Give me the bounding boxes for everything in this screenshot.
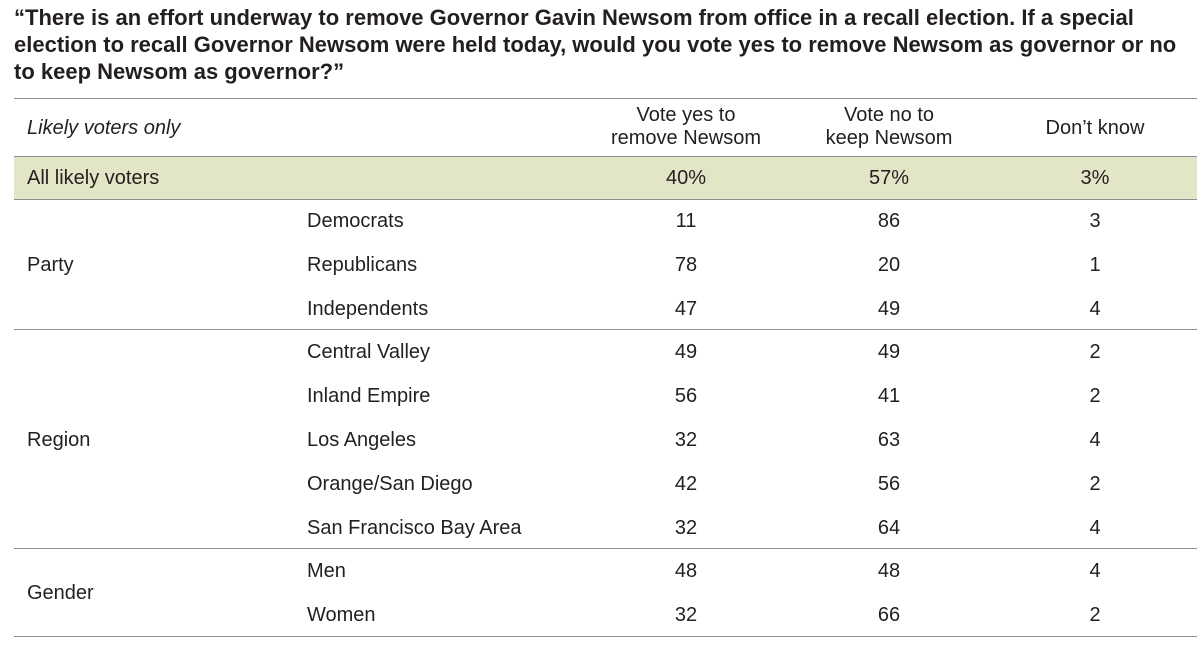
row-label: Women <box>307 604 376 627</box>
column-header-no: Vote no to keep Newsom <box>799 104 979 150</box>
cell-no: 41 <box>877 385 901 408</box>
cell-no: 49 <box>877 341 901 364</box>
cell-dont-know: 2 <box>1089 472 1101 495</box>
cell-dont-know: 1 <box>1089 253 1101 276</box>
cell-yes: 32 <box>674 604 698 627</box>
row-label: Independents <box>307 297 429 320</box>
population-label: Likely voters only <box>27 117 181 139</box>
group-divider <box>14 329 1197 331</box>
header-top-rule <box>14 98 1197 99</box>
row-label: Orange/San Diego <box>307 472 473 495</box>
cell-yes: 56 <box>674 385 698 408</box>
group-label: Gender <box>27 582 94 605</box>
cell-yes: 78 <box>674 253 698 276</box>
column-header-yes-line1: Vote yes to <box>636 104 736 126</box>
group-label: Party <box>27 253 74 276</box>
row-label: Men <box>307 560 346 583</box>
cell-yes: 47 <box>674 297 698 320</box>
row-label: Los Angeles <box>307 429 416 451</box>
row-label: Inland Empire <box>307 385 431 408</box>
row-label: Republicans <box>307 253 418 276</box>
cell-yes: 32 <box>674 429 698 451</box>
cell-dont-know: 2 <box>1089 604 1101 627</box>
column-header-dont-know-line1: Don’t know <box>1045 117 1145 139</box>
group-label: Region <box>27 429 91 451</box>
cell-yes: 32 <box>674 516 698 539</box>
row-label: Central Valley <box>307 341 431 364</box>
column-header-dont-know: Don’t know <box>1005 117 1185 140</box>
cell-no: 20 <box>877 253 901 276</box>
cell-dont-know: 4 <box>1089 429 1101 451</box>
group-divider <box>14 548 1197 550</box>
column-header-yes-line2: remove Newsom <box>610 127 762 149</box>
total-dont-know-value: 3% <box>1080 167 1110 189</box>
cell-no: 63 <box>877 429 901 451</box>
cell-dont-know: 4 <box>1089 297 1101 320</box>
row-label: San Francisco Bay Area <box>307 516 522 539</box>
column-header-no-line1: Vote no to <box>843 104 935 126</box>
cell-yes: 49 <box>674 341 698 364</box>
cell-yes: 48 <box>674 560 698 583</box>
group-divider <box>14 636 1197 637</box>
cell-dont-know: 2 <box>1089 385 1101 408</box>
cell-no: 48 <box>877 560 901 583</box>
cell-dont-know: 2 <box>1089 341 1101 364</box>
cell-no: 49 <box>877 297 901 320</box>
column-header-yes: Vote yes to remove Newsom <box>596 104 776 150</box>
cell-yes: 11 <box>675 210 697 232</box>
cell-dont-know: 3 <box>1089 210 1101 232</box>
column-header-no-line2: keep Newsom <box>825 127 953 149</box>
total-yes-value: 40% <box>665 167 707 189</box>
cell-no: 56 <box>877 472 901 495</box>
cell-dont-know: 4 <box>1089 516 1101 539</box>
total-row-label: All likely voters <box>27 167 160 189</box>
cell-dont-know: 4 <box>1089 560 1101 583</box>
cell-no: 86 <box>877 210 901 232</box>
cell-no: 66 <box>877 604 901 627</box>
question-title: “There is an effort underway to remove G… <box>14 5 1177 84</box>
total-no-value: 57% <box>868 167 910 189</box>
total-row-band <box>14 156 1197 200</box>
cell-no: 64 <box>877 516 901 539</box>
row-label: Democrats <box>307 210 404 232</box>
cell-yes: 42 <box>674 472 698 495</box>
